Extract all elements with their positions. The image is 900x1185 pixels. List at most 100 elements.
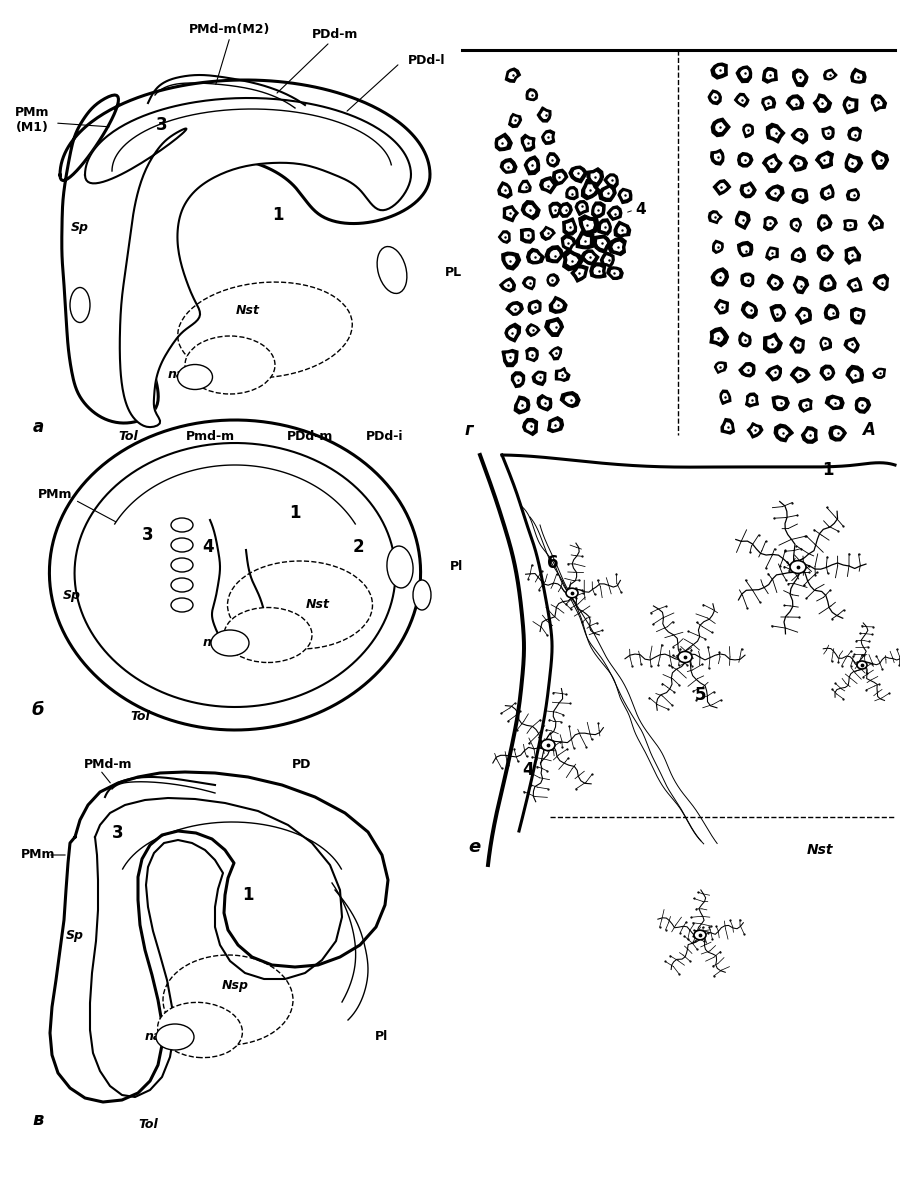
Polygon shape <box>603 188 612 197</box>
Ellipse shape <box>171 518 193 532</box>
Polygon shape <box>711 118 730 136</box>
Polygon shape <box>622 192 628 199</box>
Polygon shape <box>502 252 520 270</box>
Polygon shape <box>849 251 856 260</box>
Text: na: na <box>145 1031 162 1044</box>
Polygon shape <box>831 399 840 406</box>
Polygon shape <box>529 92 535 97</box>
Polygon shape <box>738 242 752 257</box>
Text: 3: 3 <box>112 824 124 843</box>
Polygon shape <box>824 280 832 287</box>
Polygon shape <box>60 81 430 423</box>
Text: 2: 2 <box>352 538 364 556</box>
Polygon shape <box>562 206 569 213</box>
Ellipse shape <box>171 558 193 572</box>
Polygon shape <box>553 169 568 185</box>
Polygon shape <box>766 365 781 380</box>
Polygon shape <box>822 249 829 257</box>
Polygon shape <box>825 396 844 409</box>
Polygon shape <box>825 130 831 136</box>
Text: А: А <box>862 421 875 438</box>
Polygon shape <box>767 220 773 226</box>
Polygon shape <box>803 402 809 409</box>
Polygon shape <box>821 219 828 226</box>
Polygon shape <box>522 184 528 190</box>
Text: Pst: Pst <box>217 351 239 364</box>
Polygon shape <box>806 431 814 438</box>
Polygon shape <box>739 332 751 347</box>
Polygon shape <box>514 396 530 414</box>
Polygon shape <box>562 235 576 251</box>
Polygon shape <box>714 180 731 196</box>
Polygon shape <box>777 399 785 406</box>
Polygon shape <box>508 328 516 338</box>
Text: Tol: Tol <box>130 711 150 724</box>
Polygon shape <box>820 275 836 292</box>
Polygon shape <box>708 90 721 104</box>
Polygon shape <box>608 206 622 220</box>
Polygon shape <box>742 301 757 319</box>
Ellipse shape <box>694 930 706 940</box>
Text: г: г <box>465 421 473 438</box>
Ellipse shape <box>224 608 312 662</box>
Polygon shape <box>551 250 559 258</box>
Polygon shape <box>872 219 879 226</box>
Polygon shape <box>711 268 728 286</box>
Ellipse shape <box>177 365 212 390</box>
Ellipse shape <box>413 579 431 610</box>
Polygon shape <box>796 73 804 82</box>
Polygon shape <box>580 236 590 245</box>
Text: 1: 1 <box>272 206 284 224</box>
Ellipse shape <box>541 739 555 750</box>
Text: Nst: Nst <box>306 598 330 611</box>
Polygon shape <box>548 417 563 433</box>
Text: 3: 3 <box>142 526 154 544</box>
Text: Sp: Sp <box>63 589 81 602</box>
Polygon shape <box>710 327 728 346</box>
Polygon shape <box>576 269 584 277</box>
Polygon shape <box>618 188 632 204</box>
Text: в: в <box>32 1112 44 1129</box>
Polygon shape <box>736 66 752 83</box>
Polygon shape <box>872 150 888 169</box>
Polygon shape <box>541 111 548 118</box>
Polygon shape <box>569 190 575 197</box>
Polygon shape <box>565 239 572 246</box>
Polygon shape <box>555 367 570 382</box>
Polygon shape <box>847 101 854 109</box>
Polygon shape <box>566 187 578 199</box>
Polygon shape <box>849 159 857 167</box>
Polygon shape <box>772 396 789 410</box>
Polygon shape <box>796 132 804 139</box>
Polygon shape <box>716 123 724 132</box>
Polygon shape <box>562 218 577 236</box>
Polygon shape <box>503 206 518 222</box>
Text: PMm: PMm <box>21 848 55 861</box>
Polygon shape <box>793 222 798 229</box>
Polygon shape <box>796 281 804 289</box>
Polygon shape <box>515 376 521 384</box>
Polygon shape <box>743 366 752 373</box>
Polygon shape <box>850 69 866 83</box>
Text: Nsp: Nsp <box>221 979 248 992</box>
Polygon shape <box>720 390 731 404</box>
Polygon shape <box>854 72 862 79</box>
Text: PMm
(M1): PMm (M1) <box>14 105 50 134</box>
Text: na: na <box>202 635 220 648</box>
Polygon shape <box>844 338 860 353</box>
Polygon shape <box>586 185 595 194</box>
Polygon shape <box>793 69 808 87</box>
Polygon shape <box>510 306 519 312</box>
Polygon shape <box>595 206 601 214</box>
Polygon shape <box>540 177 557 193</box>
Polygon shape <box>500 159 517 173</box>
Text: б: б <box>32 702 44 719</box>
Text: Nst: Nst <box>236 303 260 316</box>
Polygon shape <box>537 107 551 122</box>
Polygon shape <box>590 263 606 277</box>
Polygon shape <box>550 156 555 164</box>
Polygon shape <box>734 94 749 107</box>
Polygon shape <box>790 337 805 353</box>
Polygon shape <box>723 393 728 401</box>
Polygon shape <box>762 96 776 110</box>
